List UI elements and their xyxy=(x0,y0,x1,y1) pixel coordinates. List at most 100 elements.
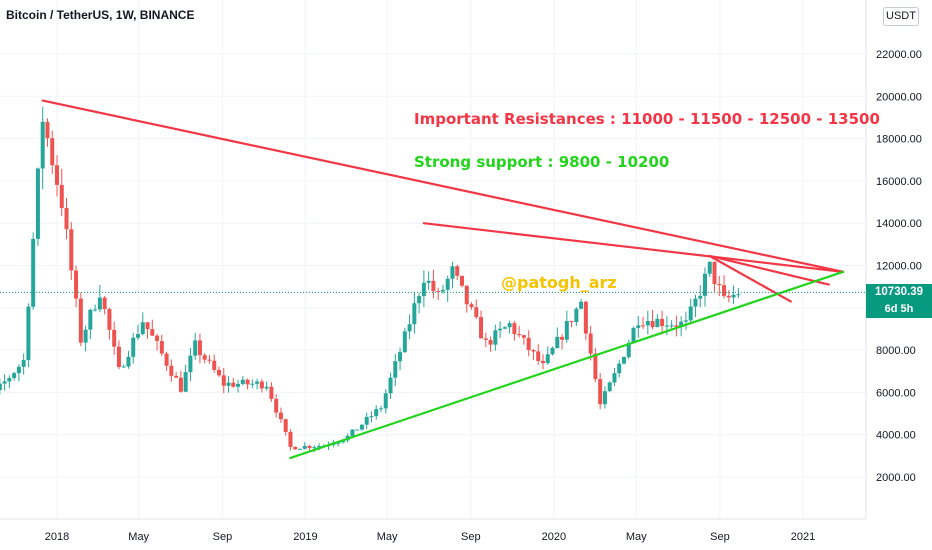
time-tick-label: 2020 xyxy=(542,531,566,543)
candle-down xyxy=(278,412,283,420)
candle-up xyxy=(407,324,412,332)
candle-up xyxy=(302,445,307,449)
candle-down xyxy=(650,321,655,328)
candle-up xyxy=(240,379,245,384)
candle-down xyxy=(197,340,202,356)
candle-down xyxy=(69,229,74,271)
candle-down xyxy=(517,334,522,336)
time-tick-label: May xyxy=(377,531,398,543)
candle-up xyxy=(40,121,45,169)
candle-up xyxy=(636,325,641,328)
candle-up xyxy=(631,327,636,344)
time-tick-label: 2021 xyxy=(791,531,815,543)
candle-up xyxy=(388,377,393,394)
candle-down xyxy=(78,298,83,343)
time-tick-label: Sep xyxy=(213,531,233,543)
candle-up xyxy=(507,323,512,328)
candle-down xyxy=(569,321,574,323)
candle-up xyxy=(31,238,36,307)
candle-up xyxy=(0,383,2,391)
candle-down xyxy=(431,280,436,292)
currency-badge[interactable]: USDT xyxy=(883,7,919,26)
candle-up xyxy=(21,360,26,367)
candle-down xyxy=(479,317,484,339)
price-tick-label: 2000.00 xyxy=(876,472,916,484)
candle-up xyxy=(359,424,364,430)
candle-up xyxy=(402,331,407,353)
candle-up xyxy=(669,325,674,327)
candle-up xyxy=(317,445,322,448)
candle-up xyxy=(607,382,612,392)
candle-up xyxy=(83,329,88,343)
candle-down xyxy=(231,382,236,387)
candle-up xyxy=(364,416,369,425)
candle-down xyxy=(207,359,212,361)
candle-up xyxy=(550,348,555,355)
candle-down xyxy=(459,275,464,286)
candle-up xyxy=(564,321,569,340)
resistance-annotation: Important Resistances : 11000 - 11500 - … xyxy=(414,110,880,128)
symbol-title: Bitcoin / TetherUS, 1W, BINANCE xyxy=(6,8,195,22)
candle-up xyxy=(664,325,669,327)
candle-up xyxy=(688,306,693,321)
price-tick-label: 20000.00 xyxy=(876,91,922,103)
candle-up xyxy=(369,416,374,418)
candle-down xyxy=(436,291,441,293)
candle-up xyxy=(555,336,560,349)
candle-down xyxy=(717,284,722,286)
candle-up xyxy=(702,273,707,296)
candle-down xyxy=(202,355,207,360)
candle-down xyxy=(212,360,217,370)
candle-down xyxy=(455,266,460,276)
candle-down xyxy=(164,353,169,366)
candle-up xyxy=(183,372,188,392)
candle-up xyxy=(602,391,607,405)
candle-up xyxy=(617,363,622,374)
time-tick-label: May xyxy=(128,531,149,543)
candle-up xyxy=(193,340,198,356)
candle-down xyxy=(722,285,727,296)
candlestick-series xyxy=(0,106,741,453)
candle-down xyxy=(593,353,598,380)
candle-down xyxy=(307,445,312,449)
candle-up xyxy=(264,386,269,389)
candle-down xyxy=(488,339,493,345)
candle-up xyxy=(374,409,379,417)
candle-up xyxy=(698,295,703,299)
candle-down xyxy=(107,309,112,330)
resistance-trend-line[interactable] xyxy=(708,254,830,286)
candle-down xyxy=(178,377,183,392)
candle-down xyxy=(112,329,117,347)
candle-down xyxy=(50,138,55,166)
candle-down xyxy=(583,301,588,334)
price-tick-label: 6000.00 xyxy=(876,387,916,399)
candle-down xyxy=(536,351,541,361)
candle-up xyxy=(35,168,40,239)
candle-up xyxy=(378,408,383,410)
last-price-tag: 10730.39 xyxy=(866,284,932,301)
candle-up xyxy=(679,321,684,327)
resistance-trend-line[interactable] xyxy=(422,222,845,273)
candle-down xyxy=(45,121,50,139)
candle-up xyxy=(250,383,255,385)
candle-up xyxy=(707,261,712,274)
candle-up xyxy=(445,278,450,290)
candle-up xyxy=(97,297,102,310)
watermark-text: @patogh_arz xyxy=(501,273,617,292)
candle-up xyxy=(498,328,503,331)
candle-up xyxy=(612,373,617,383)
candle-down xyxy=(674,325,679,327)
support-trend-line[interactable] xyxy=(289,270,845,460)
price-tick-label: 12000.00 xyxy=(876,261,922,273)
candle-down xyxy=(221,375,226,386)
candle-up xyxy=(226,382,231,386)
candle-up xyxy=(398,352,403,362)
candle-up xyxy=(736,294,741,296)
candle-down xyxy=(283,419,288,432)
candle-up xyxy=(450,266,455,279)
candle-down xyxy=(64,207,69,230)
candle-up xyxy=(417,296,422,304)
candle-down xyxy=(560,336,565,340)
resistance-trend-line[interactable] xyxy=(41,99,845,273)
